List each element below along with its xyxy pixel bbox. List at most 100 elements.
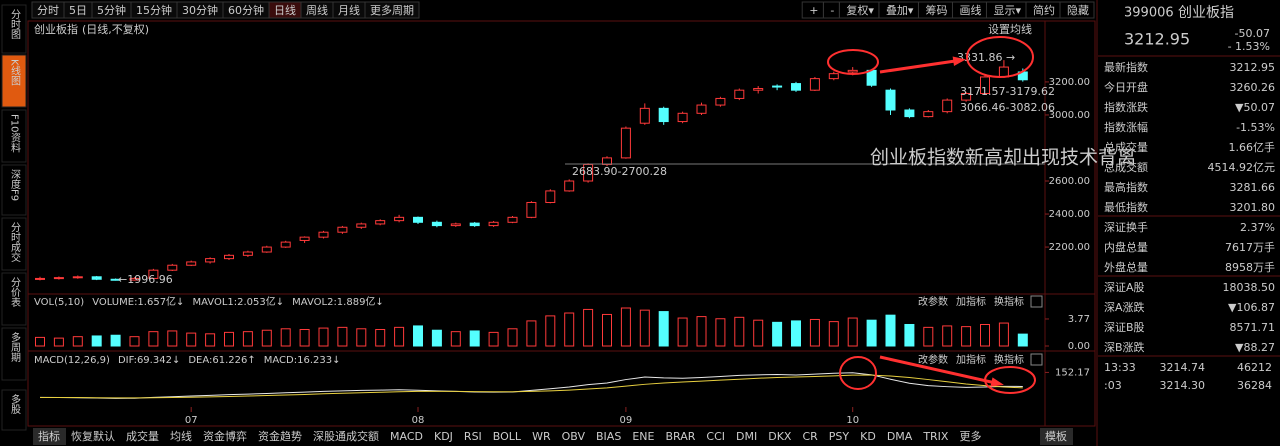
candle-body xyxy=(318,231,329,238)
candle-body xyxy=(280,241,291,248)
x-tick-label: 08 xyxy=(412,415,425,426)
volume-bar xyxy=(753,319,764,347)
y-tick-label: 2200.00 xyxy=(1049,242,1090,253)
bottom-tab[interactable]: 深股通成交额 xyxy=(313,429,379,443)
panel-button[interactable]: 加指标 xyxy=(956,295,986,308)
bottom-tab[interactable]: WR xyxy=(532,430,551,443)
volume-bar xyxy=(205,333,216,347)
side-tab[interactable]: 分价表 xyxy=(9,277,21,308)
candle-body xyxy=(488,221,499,227)
volume-bar xyxy=(1017,333,1028,347)
bottom-tab-bg xyxy=(308,428,385,445)
bottom-tab[interactable]: BOLL xyxy=(493,430,522,443)
bottom-tab[interactable]: KDJ xyxy=(434,430,453,443)
bottom-tab[interactable]: KD xyxy=(860,430,876,443)
bottom-tab[interactable]: DMA xyxy=(887,430,913,443)
side-tab[interactable]: 多股 xyxy=(9,393,21,415)
ma-setting[interactable]: 设置均线 xyxy=(988,22,1032,36)
candle-body xyxy=(942,99,953,113)
bottom-tab[interactable]: 模板 xyxy=(1045,429,1067,443)
bottom-tab[interactable]: 均线 xyxy=(170,429,192,443)
volume-bar xyxy=(734,316,745,347)
chart-subtitle: (日线,不复权) xyxy=(82,22,149,36)
tool-button[interactable]: 筹码 xyxy=(925,3,947,17)
volume-bar xyxy=(507,328,518,347)
close-button[interactable] xyxy=(1030,353,1043,366)
bottom-tab[interactable]: DMI xyxy=(736,430,757,443)
side-tab[interactable]: 深度F9 xyxy=(9,169,21,201)
close-button[interactable] xyxy=(1030,295,1043,308)
side-tab-bg xyxy=(1,389,27,431)
panel-button[interactable]: 加指标 xyxy=(956,353,986,366)
candle-body xyxy=(791,83,801,91)
side-tab[interactable]: K线图 xyxy=(9,59,21,86)
y-tick-label: 0.00 xyxy=(1068,341,1090,352)
volume-bar xyxy=(545,315,556,347)
volume-bar xyxy=(224,331,234,347)
tool-button[interactable]: 叠加▾ xyxy=(886,4,914,17)
bottom-tab[interactable]: TRIX xyxy=(922,430,949,443)
bottom-tab[interactable]: ENE xyxy=(632,430,654,443)
bottom-tab[interactable]: 成交量 xyxy=(126,429,159,443)
price-annotation: 3066.46-3082.06 xyxy=(960,101,1055,114)
tool-button[interactable]: 复权▾ xyxy=(846,3,874,17)
volume-bar xyxy=(696,316,707,347)
volume-bar xyxy=(904,323,915,347)
side-tab-bg xyxy=(1,109,27,163)
bottom-tab[interactable]: OBV xyxy=(562,430,586,443)
volume-bar xyxy=(469,330,480,347)
period-tab[interactable]: 15分钟 xyxy=(136,3,172,17)
panel-button[interactable]: 改参数 xyxy=(918,295,948,308)
side-tab-bg xyxy=(1,164,27,216)
candle-body xyxy=(904,109,915,118)
tool-button[interactable]: 显示▾ xyxy=(993,4,1021,17)
period-tab[interactable]: 月线 xyxy=(338,3,360,17)
bottom-tab[interactable]: 资金博弈 xyxy=(203,429,247,443)
quote-value: 18038.50 xyxy=(1223,281,1276,294)
side-tab[interactable]: F10资料 xyxy=(9,114,21,153)
x-tick-label: 10 xyxy=(846,415,859,426)
bottom-tab[interactable]: BIAS xyxy=(596,430,621,443)
bottom-tab[interactable]: CCI xyxy=(706,430,725,443)
tool-button[interactable]: + xyxy=(809,4,818,17)
tool-button[interactable]: 简约 xyxy=(1033,3,1055,17)
bottom-tab[interactable]: 指标 xyxy=(38,429,60,443)
volume-bar xyxy=(715,318,726,347)
bottom-tab[interactable]: CR xyxy=(802,430,818,443)
period-tab[interactable]: 5日 xyxy=(69,4,87,17)
bottom-tab[interactable]: MACD xyxy=(390,430,423,443)
side-tab[interactable]: 多周期 xyxy=(9,331,21,363)
volume-bar xyxy=(564,312,575,347)
panel-button[interactable]: 换指标 xyxy=(994,295,1024,308)
period-tab[interactable]: 更多周期 xyxy=(370,3,414,17)
bottom-tab[interactable]: DKX xyxy=(768,430,792,443)
bottom-tab-bg xyxy=(33,428,66,445)
side-tab[interactable]: 分时图 xyxy=(9,9,21,40)
bottom-tab[interactable]: PSY xyxy=(829,430,850,443)
period-tab[interactable]: 周线 xyxy=(306,3,328,17)
period-tab[interactable]: 分时 xyxy=(37,4,59,17)
arrow-head xyxy=(990,377,1004,387)
tool-button[interactable]: 画线 xyxy=(959,3,981,17)
bottom-tab-bg xyxy=(591,428,628,445)
bottom-tab[interactable]: BRAR xyxy=(665,430,695,443)
tool-button[interactable]: 隐藏 xyxy=(1067,4,1089,17)
bottom-tab[interactable]: RSI xyxy=(464,430,482,443)
bottom-tab-bg xyxy=(918,428,955,445)
quote-label: 深A涨跌 xyxy=(1104,300,1145,314)
period-tab[interactable]: 30分钟 xyxy=(182,3,218,17)
bottom-tab[interactable]: 更多 xyxy=(959,429,981,443)
period-tab[interactable]: 日线 xyxy=(274,3,296,17)
tool-button[interactable]: - xyxy=(830,4,834,17)
bottom-tab[interactable]: 恢复默认 xyxy=(71,429,115,443)
volume-bar xyxy=(299,329,310,347)
candle-body xyxy=(847,69,858,73)
period-tab[interactable]: 60分钟 xyxy=(228,3,264,17)
bottom-tab[interactable]: 资金趋势 xyxy=(258,429,302,443)
bottom-tab-bg xyxy=(855,428,882,445)
volume-bar xyxy=(620,307,631,347)
side-tab[interactable]: 分时成交 xyxy=(9,222,21,263)
panel-button[interactable]: 改参数 xyxy=(918,353,948,366)
panel-button[interactable]: 换指标 xyxy=(994,353,1024,366)
period-tab[interactable]: 5分钟 xyxy=(97,3,126,17)
